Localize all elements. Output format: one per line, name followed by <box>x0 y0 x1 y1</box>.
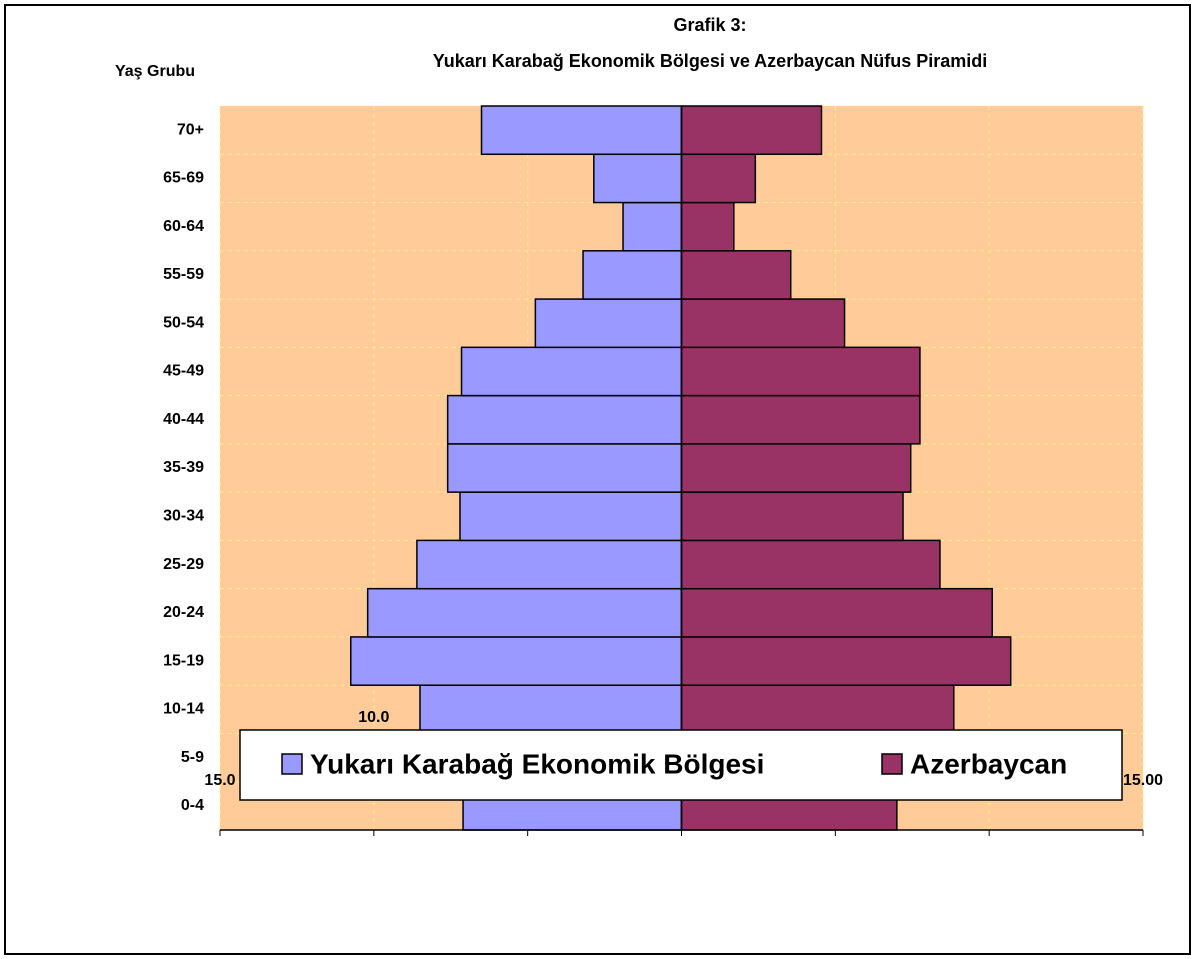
bar <box>446 443 683 493</box>
bar <box>419 684 683 735</box>
y-tick-label: 0-4 <box>181 797 204 814</box>
bar <box>680 491 904 542</box>
legend-swatch <box>281 753 303 775</box>
bar <box>680 684 955 735</box>
y-tick-label: 10-14 <box>163 701 204 718</box>
chart-subtitle: Yukarı Karabağ Ekonomik Bölgesi ve Azerb… <box>433 51 988 71</box>
x-tick-label: 15.0 <box>204 772 235 789</box>
bar <box>680 346 921 397</box>
bar <box>366 587 683 638</box>
bar <box>680 587 993 638</box>
y-axis-label: Yaş Grubu <box>115 63 195 80</box>
y-tick-label: 65-69 <box>163 170 204 187</box>
bar <box>350 636 683 686</box>
bar <box>459 491 683 542</box>
y-tick-label: 5-9 <box>181 749 204 766</box>
bar <box>680 443 912 493</box>
legend-label: Azerbaycan <box>910 748 1067 779</box>
x-tick-label: 10.0 <box>358 709 389 726</box>
chart-title: Grafik 3: <box>673 15 746 35</box>
bar <box>680 153 757 204</box>
bar <box>593 153 683 204</box>
bar <box>680 298 846 349</box>
y-tick-label: 60-64 <box>163 218 204 235</box>
y-tick-label: 70+ <box>177 121 204 138</box>
y-tick-label: 55-59 <box>163 266 204 283</box>
bar <box>582 250 683 300</box>
legend-label: Yukarı Karabağ Ekonomik Bölgesi <box>310 748 764 779</box>
y-tick-label: 45-49 <box>163 363 204 380</box>
bar <box>680 636 1012 686</box>
y-tick-label: 25-29 <box>163 556 204 573</box>
bar <box>446 394 683 445</box>
y-tick-label: 30-34 <box>163 507 204 524</box>
x-tick-label: 15.00 <box>1123 772 1163 789</box>
legend <box>239 729 1123 801</box>
bar <box>622 201 683 252</box>
bar <box>680 105 823 156</box>
bar <box>680 250 792 300</box>
bar <box>680 539 941 590</box>
bar <box>460 346 683 397</box>
bar <box>680 394 921 445</box>
y-tick-label: 35-39 <box>163 459 204 476</box>
y-tick-label: 40-44 <box>163 411 204 428</box>
bar <box>416 539 683 590</box>
legend-swatch <box>881 753 903 775</box>
bar <box>480 105 683 156</box>
bar <box>534 298 683 349</box>
bar <box>680 201 735 252</box>
y-tick-label: 15-19 <box>163 652 204 669</box>
y-tick-label: 50-54 <box>163 314 204 331</box>
y-tick-label: 20-24 <box>163 604 204 621</box>
